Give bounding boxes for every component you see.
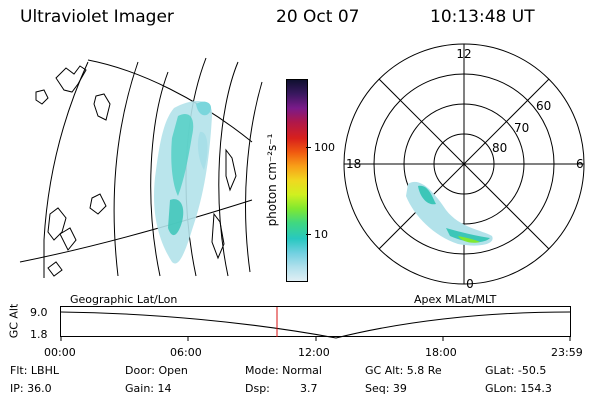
dsp-label: Dsp:	[245, 382, 270, 395]
colorbar	[286, 79, 308, 282]
aurora-map-emission	[153, 101, 213, 264]
altitude-xtick: 18:00	[425, 346, 457, 359]
coastline-outline	[35, 65, 237, 277]
altitude-xtick: 23:59	[551, 346, 583, 359]
colorbar-tick-label: 10	[314, 228, 328, 241]
altitude-plot	[60, 306, 571, 341]
glon-info: GLon: 154.3	[485, 382, 552, 395]
colorbar-tick-10	[306, 234, 311, 235]
date-label: 20 Oct 07	[276, 7, 360, 27]
altitude-ylabel: GC Alt	[7, 303, 21, 339]
instrument-title: Ultraviolet Imager	[20, 7, 174, 27]
mode-info: Mode: Normal	[245, 364, 322, 377]
altitude-curve	[60, 311, 571, 339]
time-label: 10:13:48 UT	[430, 7, 535, 27]
ip-info: IP: 36.0	[10, 382, 52, 395]
dsp-value: 3.7	[300, 382, 318, 395]
mlt-label: 12	[456, 47, 471, 61]
altitude-ytick: 9.0	[30, 306, 48, 319]
geographic-map	[19, 57, 263, 278]
gain-info: Gain: 14	[125, 382, 172, 395]
colorbar-tick-100	[306, 147, 311, 148]
altitude-xtick: 12:00	[298, 346, 330, 359]
colorbar-tick-label: 100	[314, 141, 335, 154]
colorbar-label: photon cm⁻²s⁻¹	[265, 133, 279, 227]
polar-grid	[343, 43, 585, 285]
polar-mlat-mlt-plot: 12 18 6 0 60 70 80	[343, 43, 585, 290]
geographic-title: Geographic Lat/Lon	[70, 293, 178, 306]
mlt-label: 6	[576, 157, 584, 171]
mlt-label: 0	[466, 277, 474, 290]
altitude-xtick: 06:00	[170, 346, 202, 359]
apex-title: Apex MLat/MLT	[414, 293, 497, 306]
gc-alt-info: GC Alt: 5.8 Re	[365, 364, 442, 377]
mlt-label: 18	[346, 157, 361, 171]
altitude-xtick: 00:00	[44, 346, 76, 359]
altitude-ytick: 1.8	[30, 328, 48, 341]
glat-info: GLat: -50.5	[485, 364, 547, 377]
mlat-label: 80	[492, 141, 507, 155]
seq-info: Seq: 39	[365, 382, 407, 395]
mlat-label: 60	[536, 99, 551, 113]
aurora-polar-emission	[406, 181, 493, 246]
filter-info: Flt: LBHL	[10, 364, 59, 377]
altitude-frame	[60, 306, 571, 337]
mlat-label: 70	[514, 121, 529, 135]
door-info: Door: Open	[125, 364, 188, 377]
altitude-xticks	[60, 337, 571, 341]
